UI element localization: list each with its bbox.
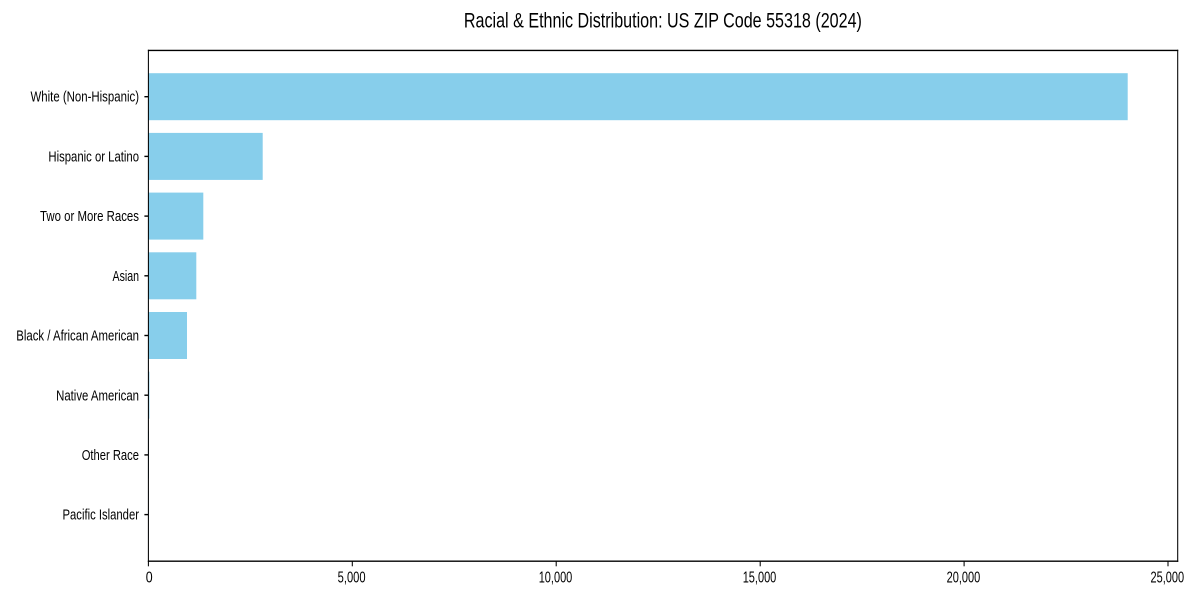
svg-text:5,000: 5,000 <box>338 569 366 586</box>
svg-text:Racial & Ethnic Distribution:: Racial & Ethnic Distribution: US ZIP Cod… <box>464 9 862 33</box>
svg-text:Hispanic or Latino: Hispanic or Latino <box>48 149 139 165</box>
svg-text:Native American: Native American <box>56 388 139 404</box>
svg-text:0: 0 <box>146 569 153 586</box>
svg-text:25,000: 25,000 <box>1151 569 1185 586</box>
svg-text:Two or More Races: Two or More Races <box>40 209 139 225</box>
svg-text:10,000: 10,000 <box>539 569 573 586</box>
svg-text:Other Race: Other Race <box>82 448 139 464</box>
svg-text:White (Non-Hispanic): White (Non-Hispanic) <box>31 90 140 106</box>
svg-text:Black / African American: Black / African American <box>16 329 139 345</box>
svg-text:Asian: Asian <box>113 269 140 285</box>
svg-text:Pacific Islander: Pacific Islander <box>63 508 140 524</box>
svg-text:15,000: 15,000 <box>743 569 777 586</box>
svg-text:20,000: 20,000 <box>947 569 981 586</box>
